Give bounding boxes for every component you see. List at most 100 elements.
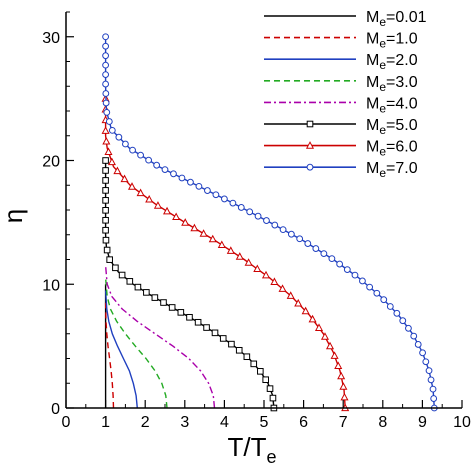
y-tick-label: 30 — [42, 30, 60, 47]
data-point-marker — [334, 361, 343, 370]
x-tick-label: 1 — [101, 414, 110, 431]
legend-label: Me=4.0 — [366, 95, 418, 115]
data-point-marker — [120, 174, 129, 183]
data-point-marker — [104, 147, 113, 155]
y-axis-title: η — [0, 209, 28, 223]
data-point-marker — [145, 194, 154, 203]
data-point-marker — [102, 236, 110, 244]
y-tick-label: 0 — [51, 401, 60, 418]
series-line — [104, 265, 216, 409]
data-point-marker — [253, 264, 262, 273]
data-point-marker — [153, 161, 161, 169]
legend-swatch-marker — [306, 163, 314, 171]
legend-label: Me=1.0 — [366, 31, 418, 51]
x-tick-label: 2 — [141, 414, 150, 431]
legend-swatch-marker — [305, 141, 315, 149]
legend-entry: Me=6.0 — [264, 139, 418, 159]
data-point-marker — [262, 376, 269, 384]
data-point-marker — [113, 166, 122, 175]
data-point-marker — [101, 126, 110, 134]
data-point-marker — [190, 223, 199, 232]
data-point-marker — [250, 360, 258, 368]
data-point-marker — [266, 385, 274, 392]
data-point-marker — [204, 187, 211, 194]
data-point-marker — [126, 278, 134, 285]
legend-label: Me=2.0 — [366, 52, 418, 72]
legend-swatch-marker — [306, 120, 314, 128]
data-point-marker — [422, 358, 430, 366]
data-point-marker — [278, 284, 287, 292]
data-point-marker — [181, 218, 190, 226]
data-point-marker — [153, 201, 162, 209]
series-me-4-0 — [104, 265, 216, 409]
legend-entry: Me=1.0 — [264, 31, 418, 51]
data-point-marker — [226, 246, 235, 254]
data-point-marker — [399, 317, 407, 325]
data-point-marker — [203, 324, 210, 331]
legend-label: Me=0.01 — [366, 9, 427, 29]
x-tick-label: 7 — [339, 414, 348, 431]
data-point-marker — [115, 133, 123, 141]
series-line — [104, 278, 168, 409]
data-point-marker — [145, 156, 153, 164]
data-point-marker — [170, 170, 177, 178]
legend-label: Me=5.0 — [366, 117, 418, 137]
data-point-marker — [143, 289, 150, 296]
data-point-marker — [269, 394, 277, 402]
data-point-marker — [246, 208, 254, 216]
data-point-marker — [271, 221, 279, 229]
data-point-marker — [286, 291, 295, 299]
data-point-marker — [279, 226, 287, 234]
legend-entry: Me=5.0 — [264, 117, 418, 137]
data-point-marker — [314, 323, 324, 331]
legend-label: Me=6.0 — [366, 139, 418, 159]
data-point-marker — [105, 118, 113, 125]
data-point-marker — [414, 341, 422, 348]
data-point-marker — [208, 234, 217, 243]
legend-entry: Me=2.0 — [264, 52, 418, 72]
x-tick-label: 4 — [220, 414, 229, 431]
data-point-marker — [103, 108, 111, 116]
y-tick-label: 20 — [42, 154, 60, 171]
data-point-marker — [122, 140, 129, 148]
data-point-marker — [102, 157, 109, 164]
data-point-marker — [393, 309, 401, 317]
series-line — [104, 302, 115, 409]
x-axis-title: T/Te — [227, 432, 276, 466]
data-point-marker — [107, 157, 116, 166]
x-tick-label: 5 — [260, 414, 269, 431]
data-point-marker — [425, 367, 433, 375]
axes — [65, 12, 462, 409]
legend: Me=0.01Me=1.0Me=2.0Me=3.0Me=4.0Me=5.0Me=… — [264, 9, 427, 180]
data-point-marker — [339, 382, 348, 390]
data-point-marker — [294, 298, 303, 307]
series-layer — [101, 33, 438, 412]
x-tick-label: 0 — [62, 414, 71, 431]
x-tick-label: 6 — [299, 414, 308, 431]
data-point-marker — [366, 283, 374, 291]
data-point-marker — [195, 182, 203, 190]
data-point-marker — [301, 306, 310, 315]
data-point-marker — [235, 252, 244, 260]
data-point-marker — [337, 371, 346, 380]
x-tick-label: 9 — [418, 414, 427, 431]
data-point-marker — [102, 33, 109, 41]
data-point-marker — [430, 395, 438, 402]
data-point-marker — [163, 206, 172, 215]
data-point-marker — [194, 318, 202, 326]
data-point-marker — [343, 266, 351, 273]
data-point-marker — [102, 71, 109, 79]
data-point-marker — [336, 260, 344, 268]
data-point-marker — [427, 376, 435, 384]
data-point-marker — [134, 283, 142, 291]
data-point-marker — [320, 332, 330, 340]
data-point-marker — [151, 294, 159, 301]
data-point-marker — [127, 182, 137, 190]
data-point-marker — [102, 90, 110, 97]
data-point-marker — [328, 255, 336, 263]
series-me-7-0 — [102, 33, 438, 412]
data-point-marker — [410, 332, 418, 340]
data-point-marker — [102, 216, 109, 224]
data-point-marker — [217, 240, 226, 249]
